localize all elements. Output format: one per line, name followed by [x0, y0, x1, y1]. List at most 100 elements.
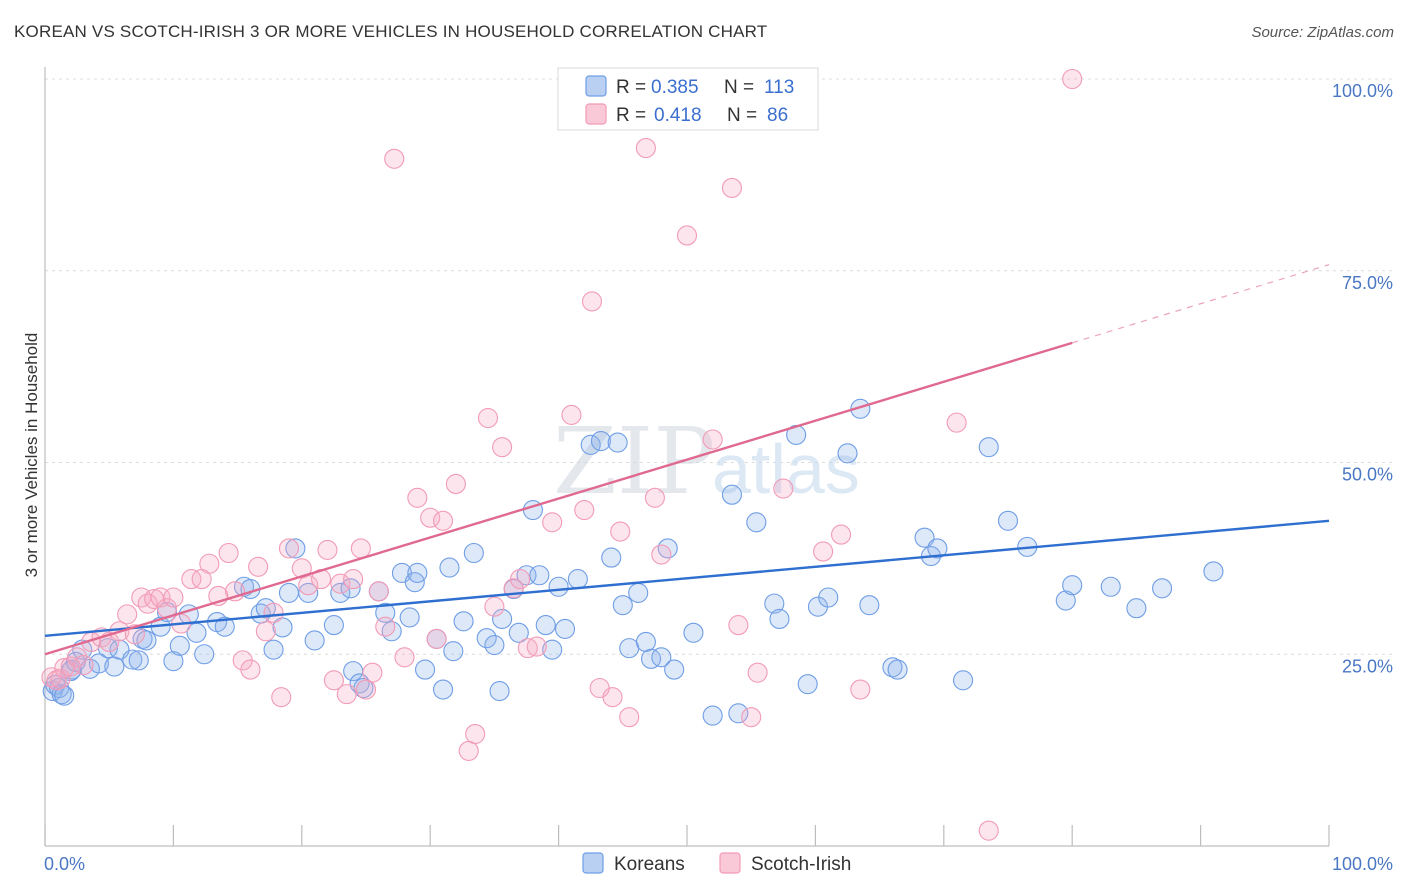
- scotch-irish-point-31: [271, 687, 292, 708]
- korean-point-74: [607, 432, 628, 453]
- scotch-irish-point-11: [117, 604, 138, 625]
- korean-point-104: [997, 510, 1019, 531]
- scotch-irish-point-40: [343, 569, 364, 590]
- scotch-irish-point-41: [350, 538, 371, 559]
- korean-point-103: [978, 437, 999, 458]
- korean-point-10: [88, 653, 109, 674]
- x-tick-max: 100.0%: [1332, 854, 1393, 874]
- korean-point-26: [214, 616, 235, 637]
- scotch-irish-point-75: [702, 429, 723, 450]
- scotch-irish-point-71: [635, 137, 656, 159]
- korean-point-108: [1100, 576, 1121, 597]
- korean-point-56: [463, 542, 484, 564]
- korean-point-81: [657, 538, 678, 559]
- scotch-irish-point-36: [317, 539, 338, 560]
- scotch-irish-point-32: [278, 538, 300, 559]
- axes: [44, 67, 1330, 847]
- bottom-legend-label-scotch-irish: Scotch-Irish: [751, 854, 851, 875]
- scotch-irish-trend-line: [44, 341, 1073, 656]
- korean-point-110: [1152, 578, 1173, 599]
- y-tick-label-0: 25.0%: [1342, 656, 1393, 676]
- korean-point-91: [797, 674, 818, 695]
- korean-point-107: [1062, 575, 1083, 596]
- y-axis-label: 3 or more Vehicles in Household: [22, 333, 41, 578]
- legend-r-value-koreans: 0.385: [651, 77, 699, 98]
- korean-point-24: [194, 644, 215, 665]
- korean-point-101: [927, 538, 948, 559]
- korean-point-59: [489, 681, 510, 702]
- korean-point-111: [1203, 561, 1224, 582]
- korean-point-60: [492, 608, 513, 630]
- korean-point-98: [887, 659, 908, 680]
- scotch-irish-point-42: [355, 679, 377, 700]
- korean-point-32: [272, 617, 293, 638]
- korean-point-44: [375, 602, 396, 623]
- korean-point-87: [746, 512, 767, 533]
- korean-point-75: [612, 595, 633, 616]
- korean-point-47: [399, 607, 420, 628]
- korean-point-96: [859, 595, 880, 616]
- scotch-irish-point-80: [773, 478, 794, 499]
- y-tick-label-3: 100.0%: [1332, 81, 1393, 101]
- x-tick-min: 0.0%: [44, 854, 85, 874]
- legend-swatch-scotch-irish: [585, 103, 607, 125]
- scotch-irish-point-82: [831, 524, 852, 545]
- korean-point-62: [508, 622, 529, 643]
- scotch-irish-point-44: [368, 581, 389, 602]
- legend-n-label-scotch-irish: N =: [727, 105, 757, 126]
- y-tick-label-1: 50.0%: [1342, 465, 1393, 485]
- korean-point-106: [1055, 590, 1076, 611]
- korean-point-78: [635, 631, 656, 653]
- scotch-irish-point-78: [741, 707, 762, 728]
- korean-point-82: [664, 659, 685, 680]
- korean-point-77: [628, 582, 649, 603]
- watermark-atlas: atlas: [712, 430, 860, 508]
- korean-point-67: [542, 639, 563, 660]
- stats-legend: R = 0.385 N = 113 R = 0.418 N = 86: [557, 67, 819, 131]
- scotch-irish-point-39: [336, 684, 357, 705]
- korean-point-80: [651, 647, 672, 668]
- scotch-irish-point-46: [384, 148, 405, 169]
- korean-point-14: [122, 649, 143, 670]
- koreans-trend-line: [44, 519, 1330, 638]
- korean-point-20: [163, 651, 184, 672]
- korean-point-36: [304, 630, 325, 651]
- korean-point-17: [136, 630, 157, 651]
- scotch-irish-point-29: [255, 621, 276, 642]
- scotch-irish-point-37: [323, 670, 344, 691]
- legend-n-label-koreans: N =: [724, 77, 754, 98]
- scotch-irish-point-49: [420, 507, 441, 528]
- scotch-irish-point-86: [1062, 68, 1083, 90]
- scotch-irish-point-85: [978, 820, 999, 841]
- korean-point-53: [439, 557, 460, 578]
- scotch-irish-point-68: [610, 521, 631, 542]
- scotch-irish-point-62: [542, 512, 563, 533]
- korean-point-52: [432, 679, 454, 700]
- scotch-irish-point-74: [676, 225, 698, 246]
- korean-point-72: [590, 430, 612, 452]
- korean-point-76: [619, 638, 640, 659]
- scotch-irish-trend-extension: [1072, 264, 1330, 344]
- scotch-irish-point-43: [362, 662, 383, 683]
- korean-point-71: [580, 434, 601, 455]
- scotch-irish-point-27: [240, 659, 261, 680]
- scotch-irish-point-6: [73, 654, 94, 676]
- korean-point-31: [263, 639, 284, 660]
- scotch-irish-point-76: [721, 177, 742, 198]
- scotch-irish-point-18: [163, 587, 184, 608]
- scotch-irish-point-28: [248, 556, 269, 577]
- korean-point-84: [702, 705, 723, 726]
- scotch-irish-point-55: [477, 407, 499, 429]
- korean-point-93: [818, 587, 839, 608]
- scotch-irish-point-81: [813, 541, 834, 562]
- korean-point-66: [535, 615, 556, 636]
- korean-point-85: [721, 484, 742, 505]
- y-tick-label-2: 75.0%: [1342, 273, 1393, 293]
- scotch-irish-point-24: [218, 542, 239, 564]
- scotch-irish-point-34: [298, 575, 319, 596]
- korean-point-65: [529, 565, 550, 586]
- legend-n-value-koreans: 113: [764, 77, 794, 98]
- scotch-irish-point-52: [445, 473, 466, 495]
- legend-swatch-koreans: [585, 75, 607, 97]
